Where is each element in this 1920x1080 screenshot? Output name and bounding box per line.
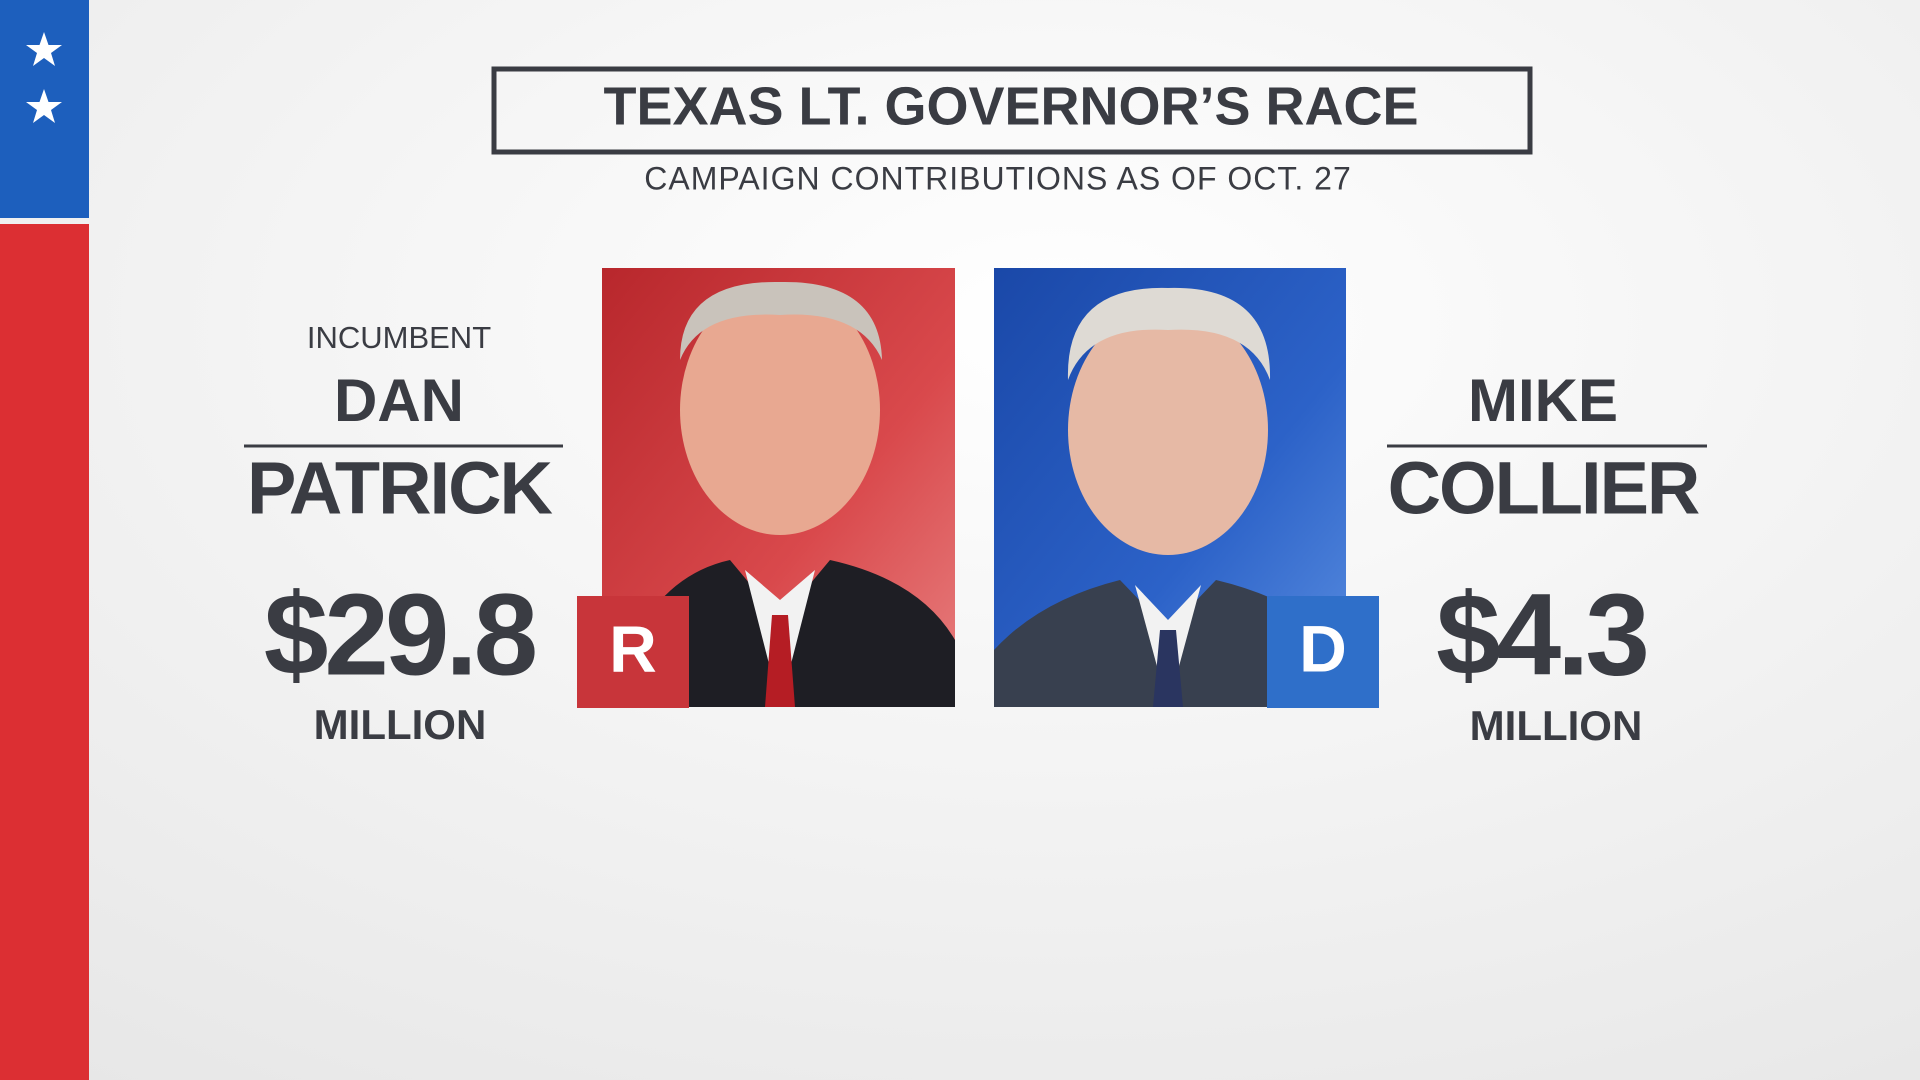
party-letter: D: [1299, 611, 1347, 685]
title: TEXAS LT. GOVERNOR’S RACE: [603, 76, 1418, 136]
flag-red: [0, 224, 89, 1080]
star: [26, 89, 62, 123]
amount-unit: MILLION: [1470, 702, 1643, 749]
title-box: [491, 66, 1533, 155]
first-name: DAN: [334, 367, 464, 434]
last-name: PATRICK: [247, 447, 552, 530]
party-badge: [577, 596, 689, 708]
amount: $29.8: [264, 570, 535, 700]
last-name: COLLIER: [1388, 447, 1699, 530]
party-badge: [1267, 596, 1379, 708]
star: [26, 32, 62, 66]
photo: [994, 268, 1346, 707]
candidate-label: INCUMBENT: [307, 320, 491, 355]
subtitle: CAMPAIGN CONTRIBUTIONS AS OF OCT. 27: [644, 160, 1352, 196]
amount: $4.3: [1436, 570, 1646, 700]
first-name: MIKE: [1468, 367, 1618, 434]
amount-unit: MILLION: [314, 701, 487, 748]
party-letter: R: [609, 611, 657, 685]
